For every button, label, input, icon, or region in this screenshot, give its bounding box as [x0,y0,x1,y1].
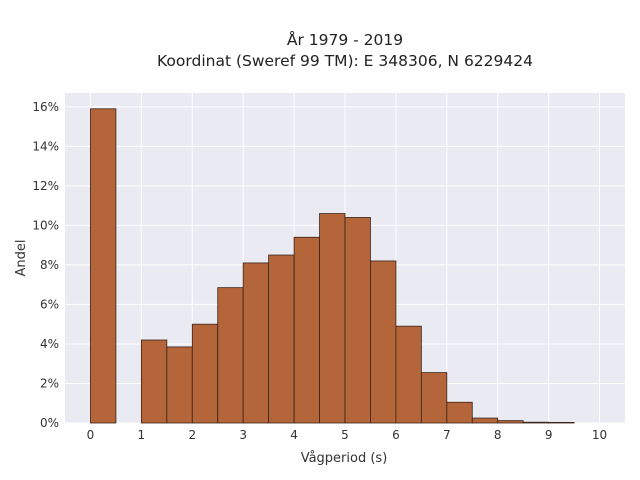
x-tick-label: 6 [392,428,400,442]
histogram-bar [166,346,193,424]
histogram-bar [217,287,244,424]
x-tick-label: 2 [188,428,196,442]
y-tick-label: 2% [40,376,59,390]
y-tick-label: 12% [32,179,59,193]
y-tick-label: 4% [40,337,59,351]
x-tick-label: 3 [239,428,247,442]
chart-title-line1: År 1979 - 2019 [287,30,403,49]
x-axis-ticks: 0 1 2 3 4 5 6 7 8 9 10 [87,428,608,442]
x-tick-label: 0 [87,428,95,442]
histogram-bar [191,323,219,424]
histogram-bar [268,254,295,424]
histogram-bar [370,260,397,424]
histogram-bar [420,372,448,424]
histogram-bar [471,417,499,424]
histogram-bar [319,213,346,424]
x-axis-label: Vågperiod (s) [301,451,388,466]
x-tick-label: 4 [290,428,298,442]
y-tick-label: 16% [32,100,59,114]
histogram-bar [344,217,371,424]
histogram-bar [548,422,575,424]
x-tick-label: 10 [592,428,607,442]
y-axis-ticks: 0% 2% 4% 6% 8% 10% 12% 14% 16% [32,100,59,430]
histogram-bar [446,401,473,424]
histogram-bar [90,108,117,424]
histogram-bar [140,339,168,424]
histogram-bar [395,325,422,424]
histogram-bar [522,421,550,424]
bars [90,108,575,424]
y-tick-label: 0% [40,416,59,430]
y-tick-label: 14% [32,139,59,153]
x-tick-label: 5 [341,428,349,442]
chart-title-line2: Koordinat (Sweref 99 TM): E 348306, N 62… [157,52,533,70]
histogram-bar [497,420,524,424]
x-tick-label: 8 [494,428,502,442]
y-tick-label: 8% [40,258,59,272]
x-tick-label: 1 [138,428,146,442]
histogram-bar [242,262,270,424]
y-axis-label: Andel [14,240,29,277]
histogram-bar [293,236,320,424]
x-tick-label: 7 [443,428,451,442]
y-tick-label: 10% [32,218,59,232]
y-tick-label: 6% [40,297,59,311]
x-tick-label: 9 [545,428,553,442]
